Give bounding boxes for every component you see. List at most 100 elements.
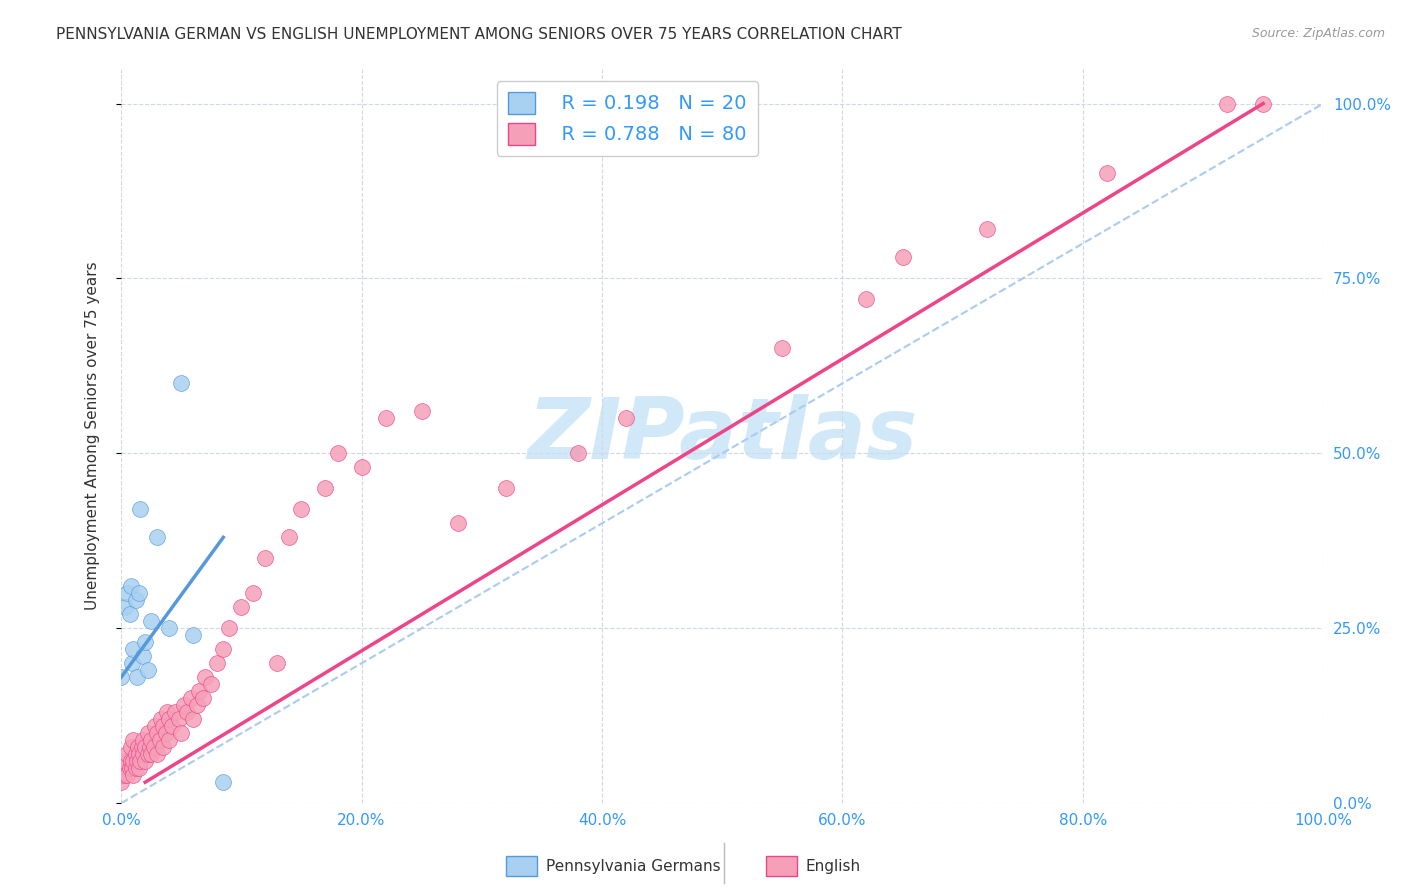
Point [124, 593, 146, 607]
Point [132, 747, 155, 762]
Point [495, 481, 517, 495]
Point [188, 684, 211, 698]
Point [1251, 96, 1274, 111]
Point [176, 705, 198, 719]
Point [124, 761, 146, 775]
Point [242, 586, 264, 600]
Point [614, 411, 637, 425]
Point [146, 726, 169, 740]
Point [146, 747, 169, 762]
Point [254, 551, 277, 566]
Point [191, 691, 214, 706]
Point [121, 761, 143, 775]
Point [155, 726, 177, 740]
Point [139, 740, 162, 755]
Point [1216, 96, 1239, 111]
Point [194, 670, 217, 684]
Point [567, 446, 589, 460]
Point [115, 747, 138, 762]
Point [212, 642, 235, 657]
Point [770, 342, 793, 356]
Point [218, 621, 240, 635]
Point [315, 481, 337, 495]
Text: English: English [806, 859, 860, 873]
Text: ZIPatlas: ZIPatlas [527, 394, 917, 477]
Point [110, 775, 132, 789]
Point [132, 649, 155, 664]
Point [170, 376, 193, 391]
Point [125, 670, 148, 684]
Point [290, 502, 312, 516]
Point [118, 607, 141, 622]
Point [129, 754, 152, 768]
Point [1095, 166, 1118, 180]
Point [122, 768, 145, 782]
Point [891, 251, 914, 265]
Point [131, 740, 153, 755]
Point [122, 642, 145, 657]
Point [326, 446, 349, 460]
Point [149, 733, 172, 747]
Point [136, 726, 159, 740]
Point [157, 712, 180, 726]
Point [134, 635, 156, 649]
Text: Source: ZipAtlas.com: Source: ZipAtlas.com [1251, 27, 1385, 40]
Point [186, 698, 208, 713]
Point [200, 677, 222, 691]
Point [110, 761, 132, 775]
Point [120, 579, 142, 593]
Point [115, 768, 138, 782]
Point [118, 761, 141, 775]
Point [170, 726, 193, 740]
Point [134, 740, 156, 755]
Point [128, 586, 150, 600]
Point [374, 411, 396, 425]
Point [156, 705, 179, 719]
Point [128, 761, 150, 775]
Point [181, 628, 204, 642]
Point [122, 754, 145, 768]
Point [146, 530, 169, 544]
Point [152, 719, 174, 733]
Point [127, 740, 149, 755]
Point [976, 222, 998, 236]
Point [212, 775, 235, 789]
Point [136, 747, 159, 762]
Point [152, 740, 174, 755]
Point [136, 663, 159, 677]
Point [124, 747, 146, 762]
Legend:   R = 0.198   N = 20,   R = 0.788   N = 80: R = 0.198 N = 20, R = 0.788 N = 80 [496, 81, 758, 156]
Point [129, 502, 152, 516]
Point [134, 754, 156, 768]
Point [160, 719, 183, 733]
Point [141, 747, 163, 762]
Point [114, 754, 136, 768]
Point [157, 733, 180, 747]
Point [278, 530, 301, 544]
Point [180, 691, 202, 706]
Point [181, 712, 204, 726]
Point [350, 460, 373, 475]
Point [120, 754, 142, 768]
Point [231, 600, 253, 615]
Point [112, 768, 135, 782]
Point [149, 712, 172, 726]
Point [115, 586, 138, 600]
Point [143, 719, 166, 733]
Point [165, 705, 187, 719]
Point [411, 404, 433, 418]
Point [110, 670, 132, 684]
Point [122, 733, 145, 747]
Point [141, 733, 163, 747]
Text: PENNSYLVANIA GERMAN VS ENGLISH UNEMPLOYMENT AMONG SENIORS OVER 75 YEARS CORRELAT: PENNSYLVANIA GERMAN VS ENGLISH UNEMPLOYM… [56, 27, 903, 42]
Y-axis label: Unemployment Among Seniors over 75 years: Unemployment Among Seniors over 75 years [86, 261, 100, 610]
Point [855, 293, 877, 307]
Point [120, 740, 142, 755]
Point [132, 733, 155, 747]
Point [114, 600, 136, 615]
Text: Pennsylvania Germans: Pennsylvania Germans [546, 859, 720, 873]
Point [141, 615, 163, 629]
Point [266, 657, 288, 671]
Point [128, 747, 150, 762]
Point [157, 621, 180, 635]
